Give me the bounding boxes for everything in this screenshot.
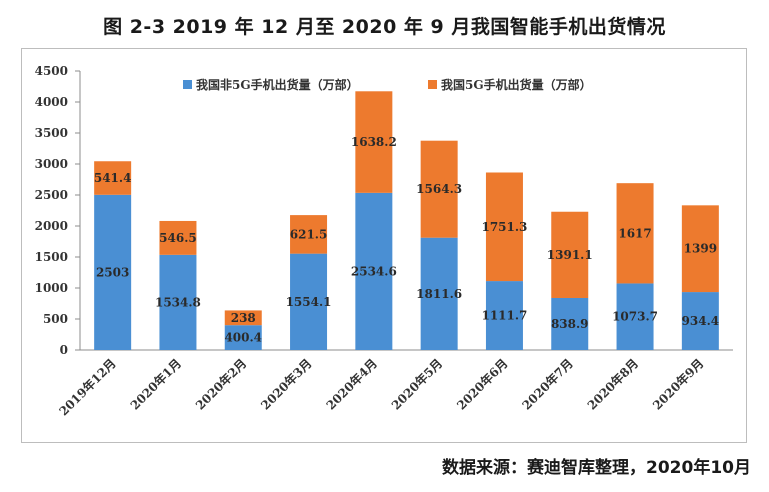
chart-title: 图 2-3 2019 年 12 月至 2020 年 9 月我国智能手机出货情况 [103, 16, 666, 38]
x-tick-label: 2020年1月 [127, 356, 184, 413]
bar-5g [681, 205, 719, 293]
bar-5g [290, 215, 328, 254]
data-label-non5g: 934.4 [682, 314, 720, 328]
data-label-5g: 1391.1 [547, 248, 593, 262]
x-tick-label: 2020年2月 [192, 356, 249, 413]
x-tick-label: 2020年5月 [388, 356, 445, 413]
data-label-non5g: 838.9 [551, 317, 589, 331]
legend-swatch [183, 80, 192, 89]
bar-non5g [681, 292, 719, 350]
data-label-5g: 1751.3 [481, 220, 527, 234]
bar-5g [551, 211, 589, 298]
data-label-non5g: 1811.6 [416, 287, 462, 301]
data-label-non5g: 2534.6 [351, 264, 397, 278]
x-tick-label: 2020年4月 [323, 356, 380, 413]
y-tick-label: 3500 [35, 126, 68, 140]
bar-non5g [224, 325, 262, 350]
data-label-non5g: 1534.8 [155, 295, 201, 309]
data-label-non5g: 2503 [96, 265, 129, 279]
y-tick-label: 1000 [35, 281, 68, 295]
bar-5g [224, 310, 262, 326]
data-label-non5g: 400.4 [224, 331, 262, 345]
legend-label: 我国非5G手机出货量（万部） [196, 77, 359, 92]
x-tick-label: 2020年7月 [519, 356, 576, 413]
x-tick-label: 2019年12月 [56, 356, 119, 419]
bar-non5g [616, 283, 654, 350]
y-tick-label: 500 [43, 312, 68, 326]
data-source-note: 数据来源：赛迪智库整理，2020年10月 [442, 458, 751, 478]
data-label-non5g: 1111.7 [481, 309, 527, 323]
data-label-5g: 621.5 [290, 227, 328, 241]
bar-non5g [485, 281, 523, 350]
data-label-5g: 1617 [618, 226, 651, 240]
data-label-non5g: 1073.7 [612, 310, 658, 324]
data-label-5g: 1564.3 [416, 182, 462, 196]
bar-5g [420, 140, 458, 238]
data-label-5g: 238 [231, 311, 256, 325]
y-tick-label: 1500 [35, 250, 68, 264]
bar-5g [355, 91, 393, 193]
data-label-5g: 1638.2 [351, 135, 397, 149]
data-label-5g: 1399 [684, 242, 717, 256]
legend-label: 我国5G手机出货量（万部） [441, 77, 592, 92]
y-tick-label: 0 [60, 343, 68, 357]
y-tick-label: 4500 [35, 64, 68, 78]
bar-non5g [355, 192, 393, 350]
bar-non5g [290, 253, 328, 350]
bar-non5g [159, 254, 197, 350]
x-tick-label: 2020年6月 [453, 356, 510, 413]
x-tick-label: 2020年9月 [649, 356, 706, 413]
data-label-5g: 541.4 [94, 171, 132, 185]
y-tick-label: 4000 [35, 95, 68, 109]
data-label-non5g: 1554.1 [286, 295, 332, 309]
bar-non5g [420, 237, 458, 350]
y-tick-label: 2000 [35, 219, 68, 233]
legend-swatch [428, 80, 437, 89]
bar-5g [159, 220, 197, 255]
data-label-5g: 546.5 [159, 231, 197, 245]
y-tick-label: 3000 [35, 157, 68, 171]
bar-5g [485, 172, 523, 282]
x-tick-label: 2020年8月 [584, 356, 641, 413]
y-tick-label: 2500 [35, 188, 68, 202]
bar-5g [94, 161, 132, 195]
bar-5g [616, 183, 654, 284]
bar-non5g [551, 297, 589, 350]
bar-non5g [94, 194, 132, 350]
x-tick-label: 2020年3月 [258, 356, 315, 413]
